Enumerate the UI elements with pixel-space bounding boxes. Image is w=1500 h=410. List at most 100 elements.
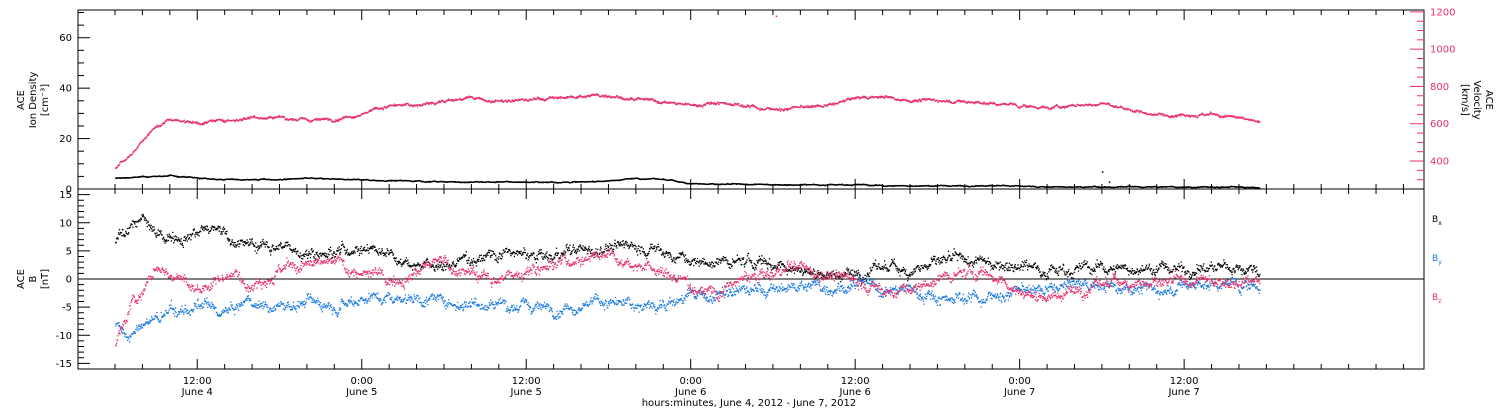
bx-point bbox=[143, 219, 146, 221]
density-point bbox=[321, 177, 324, 179]
velocity-point bbox=[335, 119, 337, 121]
velocity-point bbox=[580, 95, 583, 98]
velocity-point bbox=[717, 101, 719, 104]
velocity-point bbox=[548, 97, 550, 100]
velocity-point bbox=[382, 109, 384, 111]
velocity-point bbox=[386, 106, 388, 108]
velocity-point bbox=[535, 98, 537, 100]
velocity-point bbox=[162, 123, 164, 125]
velocity-point bbox=[318, 119, 320, 121]
velocity-point bbox=[539, 98, 541, 101]
velocity-point bbox=[301, 116, 303, 119]
velocity-series bbox=[115, 93, 1261, 169]
velocity-point bbox=[643, 99, 645, 101]
velocity-point bbox=[344, 116, 346, 119]
velocity-point bbox=[394, 105, 396, 107]
velocity-point bbox=[155, 126, 158, 128]
bx-point bbox=[163, 236, 165, 239]
velocity-point bbox=[233, 119, 235, 121]
bx-point bbox=[129, 225, 132, 227]
velocity-point bbox=[575, 97, 577, 99]
velocity-point bbox=[958, 99, 960, 101]
velocity-point bbox=[351, 116, 353, 118]
bx-point bbox=[168, 233, 170, 235]
velocity-point bbox=[893, 97, 895, 99]
velocity-point bbox=[474, 98, 477, 100]
velocity-point bbox=[538, 98, 540, 100]
velocity-point bbox=[386, 107, 388, 109]
velocity-point bbox=[481, 97, 483, 100]
velocity-point bbox=[417, 106, 419, 108]
velocity-point bbox=[511, 100, 513, 103]
bottom-panel-points bbox=[115, 213, 1261, 347]
velocity-point bbox=[559, 95, 561, 98]
velocity-point bbox=[191, 122, 194, 124]
velocity-point bbox=[1242, 116, 1244, 119]
bx-point bbox=[139, 220, 141, 222]
velocity-point bbox=[154, 127, 156, 129]
velocity-point bbox=[288, 119, 290, 121]
velocity-point bbox=[118, 164, 121, 166]
velocity-point bbox=[1053, 107, 1055, 109]
velocity-point bbox=[412, 106, 414, 108]
velocity-point bbox=[372, 108, 374, 111]
velocity-point bbox=[154, 126, 157, 128]
velocity-point bbox=[1211, 112, 1213, 114]
velocity-point bbox=[225, 121, 228, 123]
velocity-point bbox=[549, 96, 551, 98]
velocity-point bbox=[467, 96, 469, 99]
velocity-point bbox=[259, 118, 261, 120]
velocity-point bbox=[336, 119, 338, 121]
velocity-point bbox=[369, 109, 371, 111]
density-point bbox=[1259, 187, 1261, 189]
velocity-point bbox=[412, 105, 415, 107]
velocity-point bbox=[305, 117, 307, 119]
velocity-point bbox=[309, 121, 311, 123]
velocity-point bbox=[139, 143, 141, 145]
velocity-point bbox=[583, 95, 585, 97]
density-point bbox=[469, 181, 471, 184]
velocity-point bbox=[756, 106, 758, 109]
velocity-point bbox=[199, 123, 201, 126]
velocity-point bbox=[140, 141, 143, 143]
velocity-point bbox=[117, 165, 119, 167]
velocity-point bbox=[511, 99, 513, 101]
velocity-point bbox=[504, 100, 506, 102]
velocity-point bbox=[364, 112, 366, 115]
velocity-point bbox=[355, 116, 358, 118]
velocity-point bbox=[146, 136, 148, 138]
velocity-point bbox=[1131, 109, 1133, 112]
velocity-point bbox=[920, 101, 922, 103]
velocity-point bbox=[221, 120, 223, 122]
velocity-point bbox=[616, 95, 619, 97]
velocity-tick-label: 400 bbox=[1430, 157, 1449, 168]
velocity-point bbox=[116, 166, 118, 169]
velocity-point bbox=[507, 100, 510, 102]
density-point bbox=[785, 184, 787, 186]
density-point bbox=[574, 180, 576, 183]
velocity-point bbox=[195, 122, 197, 125]
velocity-point bbox=[708, 103, 711, 106]
velocity-point bbox=[373, 108, 375, 110]
velocity-point bbox=[591, 94, 594, 96]
velocity-point bbox=[205, 122, 207, 124]
velocity-point bbox=[371, 109, 373, 112]
velocity-point bbox=[322, 117, 324, 119]
velocity-point bbox=[1019, 107, 1021, 109]
velocity-point bbox=[143, 138, 145, 141]
velocity-point bbox=[525, 98, 527, 100]
velocity-point bbox=[583, 96, 585, 98]
velocity-point bbox=[416, 104, 419, 106]
bx-point bbox=[161, 234, 163, 236]
velocity-point bbox=[571, 96, 573, 98]
velocity-point bbox=[387, 105, 389, 107]
velocity-point bbox=[1159, 112, 1162, 115]
density-point bbox=[1120, 186, 1122, 188]
velocity-point bbox=[203, 123, 205, 126]
velocity-point bbox=[294, 118, 297, 120]
velocity-point bbox=[505, 99, 507, 102]
bx-point bbox=[155, 235, 157, 237]
velocity-point bbox=[502, 101, 504, 103]
bx-point bbox=[115, 241, 117, 243]
